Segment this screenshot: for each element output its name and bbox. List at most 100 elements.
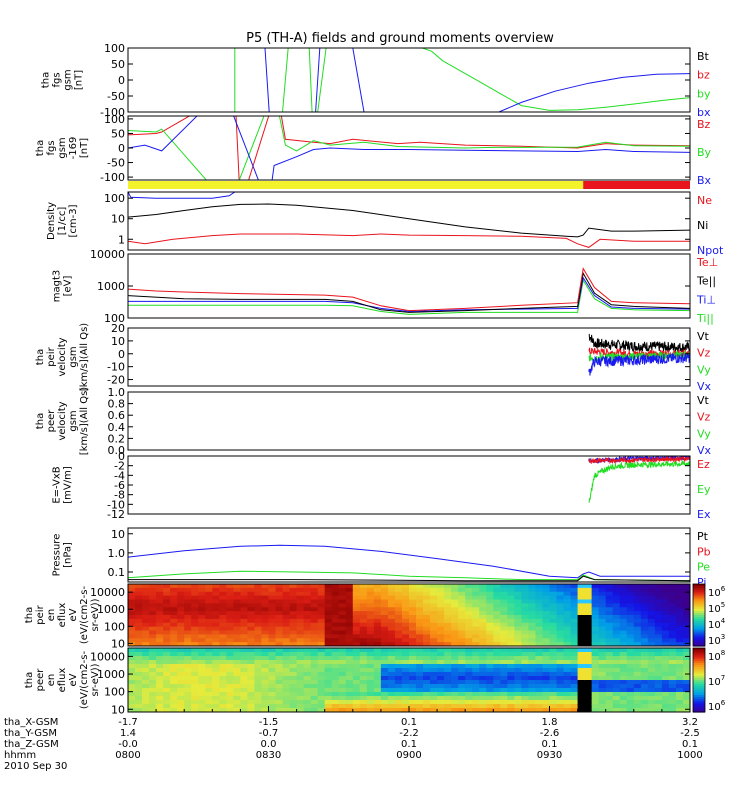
- spectrogram-cell: [563, 634, 572, 639]
- spectrogram-cell: [619, 692, 628, 697]
- spectrogram-cell: [359, 611, 368, 616]
- y-tick-label: -50: [107, 90, 125, 103]
- spectrogram-cell: [542, 696, 551, 701]
- spectrogram-cell: [317, 664, 326, 669]
- spectrogram-cell: [423, 591, 431, 597]
- spectrogram-cell: [310, 615, 319, 620]
- spectrogram-cell: [661, 648, 670, 653]
- spectrogram-cell: [191, 587, 199, 593]
- spectrogram-cell: [324, 630, 333, 635]
- spectrogram-cell: [331, 668, 340, 673]
- spectrogram-cell: [535, 622, 544, 628]
- spectrogram-cell: [394, 684, 403, 689]
- colorbar-step: [693, 660, 705, 664]
- spectrogram-cell: [401, 672, 410, 677]
- spectrogram-cell: [500, 668, 508, 673]
- spectrogram-cell: [205, 615, 213, 620]
- spectrogram-cell: [654, 599, 663, 604]
- spectrogram-cell: [205, 584, 213, 589]
- spectrogram-cell: [647, 618, 656, 624]
- spectrogram-cell: [394, 660, 403, 665]
- spectrogram-cell: [605, 692, 614, 697]
- spectrogram-cell: [612, 634, 621, 639]
- spectrogram-cell: [282, 591, 291, 597]
- spectrogram-cell: [598, 638, 607, 643]
- spectrogram-cell: [247, 660, 256, 665]
- spectrogram-cell: [142, 638, 150, 643]
- spectrogram-cell: [184, 664, 192, 669]
- spectrogram-cell: [584, 634, 593, 639]
- spectrogram-cell: [444, 595, 452, 601]
- spectrogram-cell: [612, 638, 621, 643]
- spectrogram-cell: [254, 700, 263, 705]
- spectrogram-cell: [387, 656, 396, 661]
- spectrogram-cell: [317, 611, 326, 616]
- spectrogram-cell: [430, 676, 438, 681]
- spectrogram-cell: [500, 634, 508, 639]
- spectrogram-cell: [156, 680, 164, 685]
- spectrogram-cell: [493, 672, 501, 677]
- spectrogram-cell: [479, 692, 487, 697]
- spectrogram-cell: [247, 680, 256, 685]
- spectrogram-cell: [451, 642, 459, 646]
- spectrogram-cell: [401, 622, 410, 628]
- spectrogram-cell: [303, 684, 312, 689]
- spectrogram-cell: [577, 634, 586, 639]
- spectrogram-cell: [444, 603, 452, 608]
- spectrogram-cell: [584, 680, 593, 685]
- spectrogram-cell: [507, 696, 515, 701]
- colorbar-step: [693, 675, 705, 679]
- spectrogram-cell: [226, 587, 234, 593]
- spectrogram-cell: [401, 660, 410, 665]
- colorbar-step: [693, 633, 705, 637]
- spectrogram-cell: [261, 611, 270, 616]
- spectrogram-cell: [387, 595, 396, 601]
- spectrogram-cell: [198, 634, 206, 639]
- spectrogram-cell: [486, 656, 494, 661]
- spectrogram-cell: [500, 656, 508, 661]
- spectrogram-cell: [184, 696, 192, 701]
- spectrogram-cell: [261, 692, 270, 697]
- spectrogram-cell: [612, 704, 621, 709]
- spectrogram-cell: [437, 684, 445, 689]
- spectrogram-cell: [612, 615, 621, 620]
- spectrogram-cell: [640, 618, 649, 624]
- spectrogram-cell: [324, 688, 333, 693]
- y-axis-label: E=-VxB[mV/m]: [52, 466, 74, 504]
- spectrogram-cell: [394, 692, 403, 697]
- spectrogram-cell: [387, 607, 396, 612]
- colorbar-step: [693, 590, 705, 593]
- spectrogram-cell: [345, 630, 354, 635]
- spectrogram-cell: [212, 626, 220, 632]
- spectrogram-cell: [486, 638, 494, 643]
- spectrogram-cell: [661, 587, 670, 593]
- spectrogram-cell: [472, 680, 480, 685]
- spectrogram-cell: [331, 656, 340, 661]
- colorbar-exponent: 3: [721, 633, 725, 641]
- spectrogram-cell: [661, 672, 670, 677]
- spectrogram-cell: [212, 638, 220, 643]
- spectrogram-cell: [591, 704, 600, 709]
- spectrogram-cell: [500, 587, 508, 593]
- spectrogram-cell: [661, 708, 670, 712]
- spectrogram-cell: [430, 642, 438, 646]
- spectrogram-cell: [423, 603, 431, 608]
- spectrogram-cell: [598, 652, 607, 657]
- spectrogram-cell: [289, 692, 298, 697]
- spectrogram-cell: [661, 615, 670, 620]
- spectrogram-cell: [394, 595, 403, 601]
- spectrogram-cell: [598, 587, 607, 593]
- spectrogram-cell: [619, 700, 628, 705]
- y-tick-label: -12: [107, 508, 125, 521]
- spectrogram-cell: [373, 672, 382, 677]
- colorbar-label: 107: [708, 674, 725, 688]
- colorbar-step: [693, 619, 705, 622]
- colorbar-exponent: 6: [721, 699, 726, 707]
- spectrogram-cell: [493, 660, 501, 665]
- spectrogram-cell: [338, 664, 347, 669]
- spectrogram-cell: [535, 642, 544, 646]
- spectrogram-cell: [444, 584, 452, 589]
- spectrogram-cell: [177, 630, 185, 635]
- figure-title: P5 (TH-A) fields and ground moments over…: [246, 31, 554, 46]
- spectrogram-cell: [570, 638, 579, 643]
